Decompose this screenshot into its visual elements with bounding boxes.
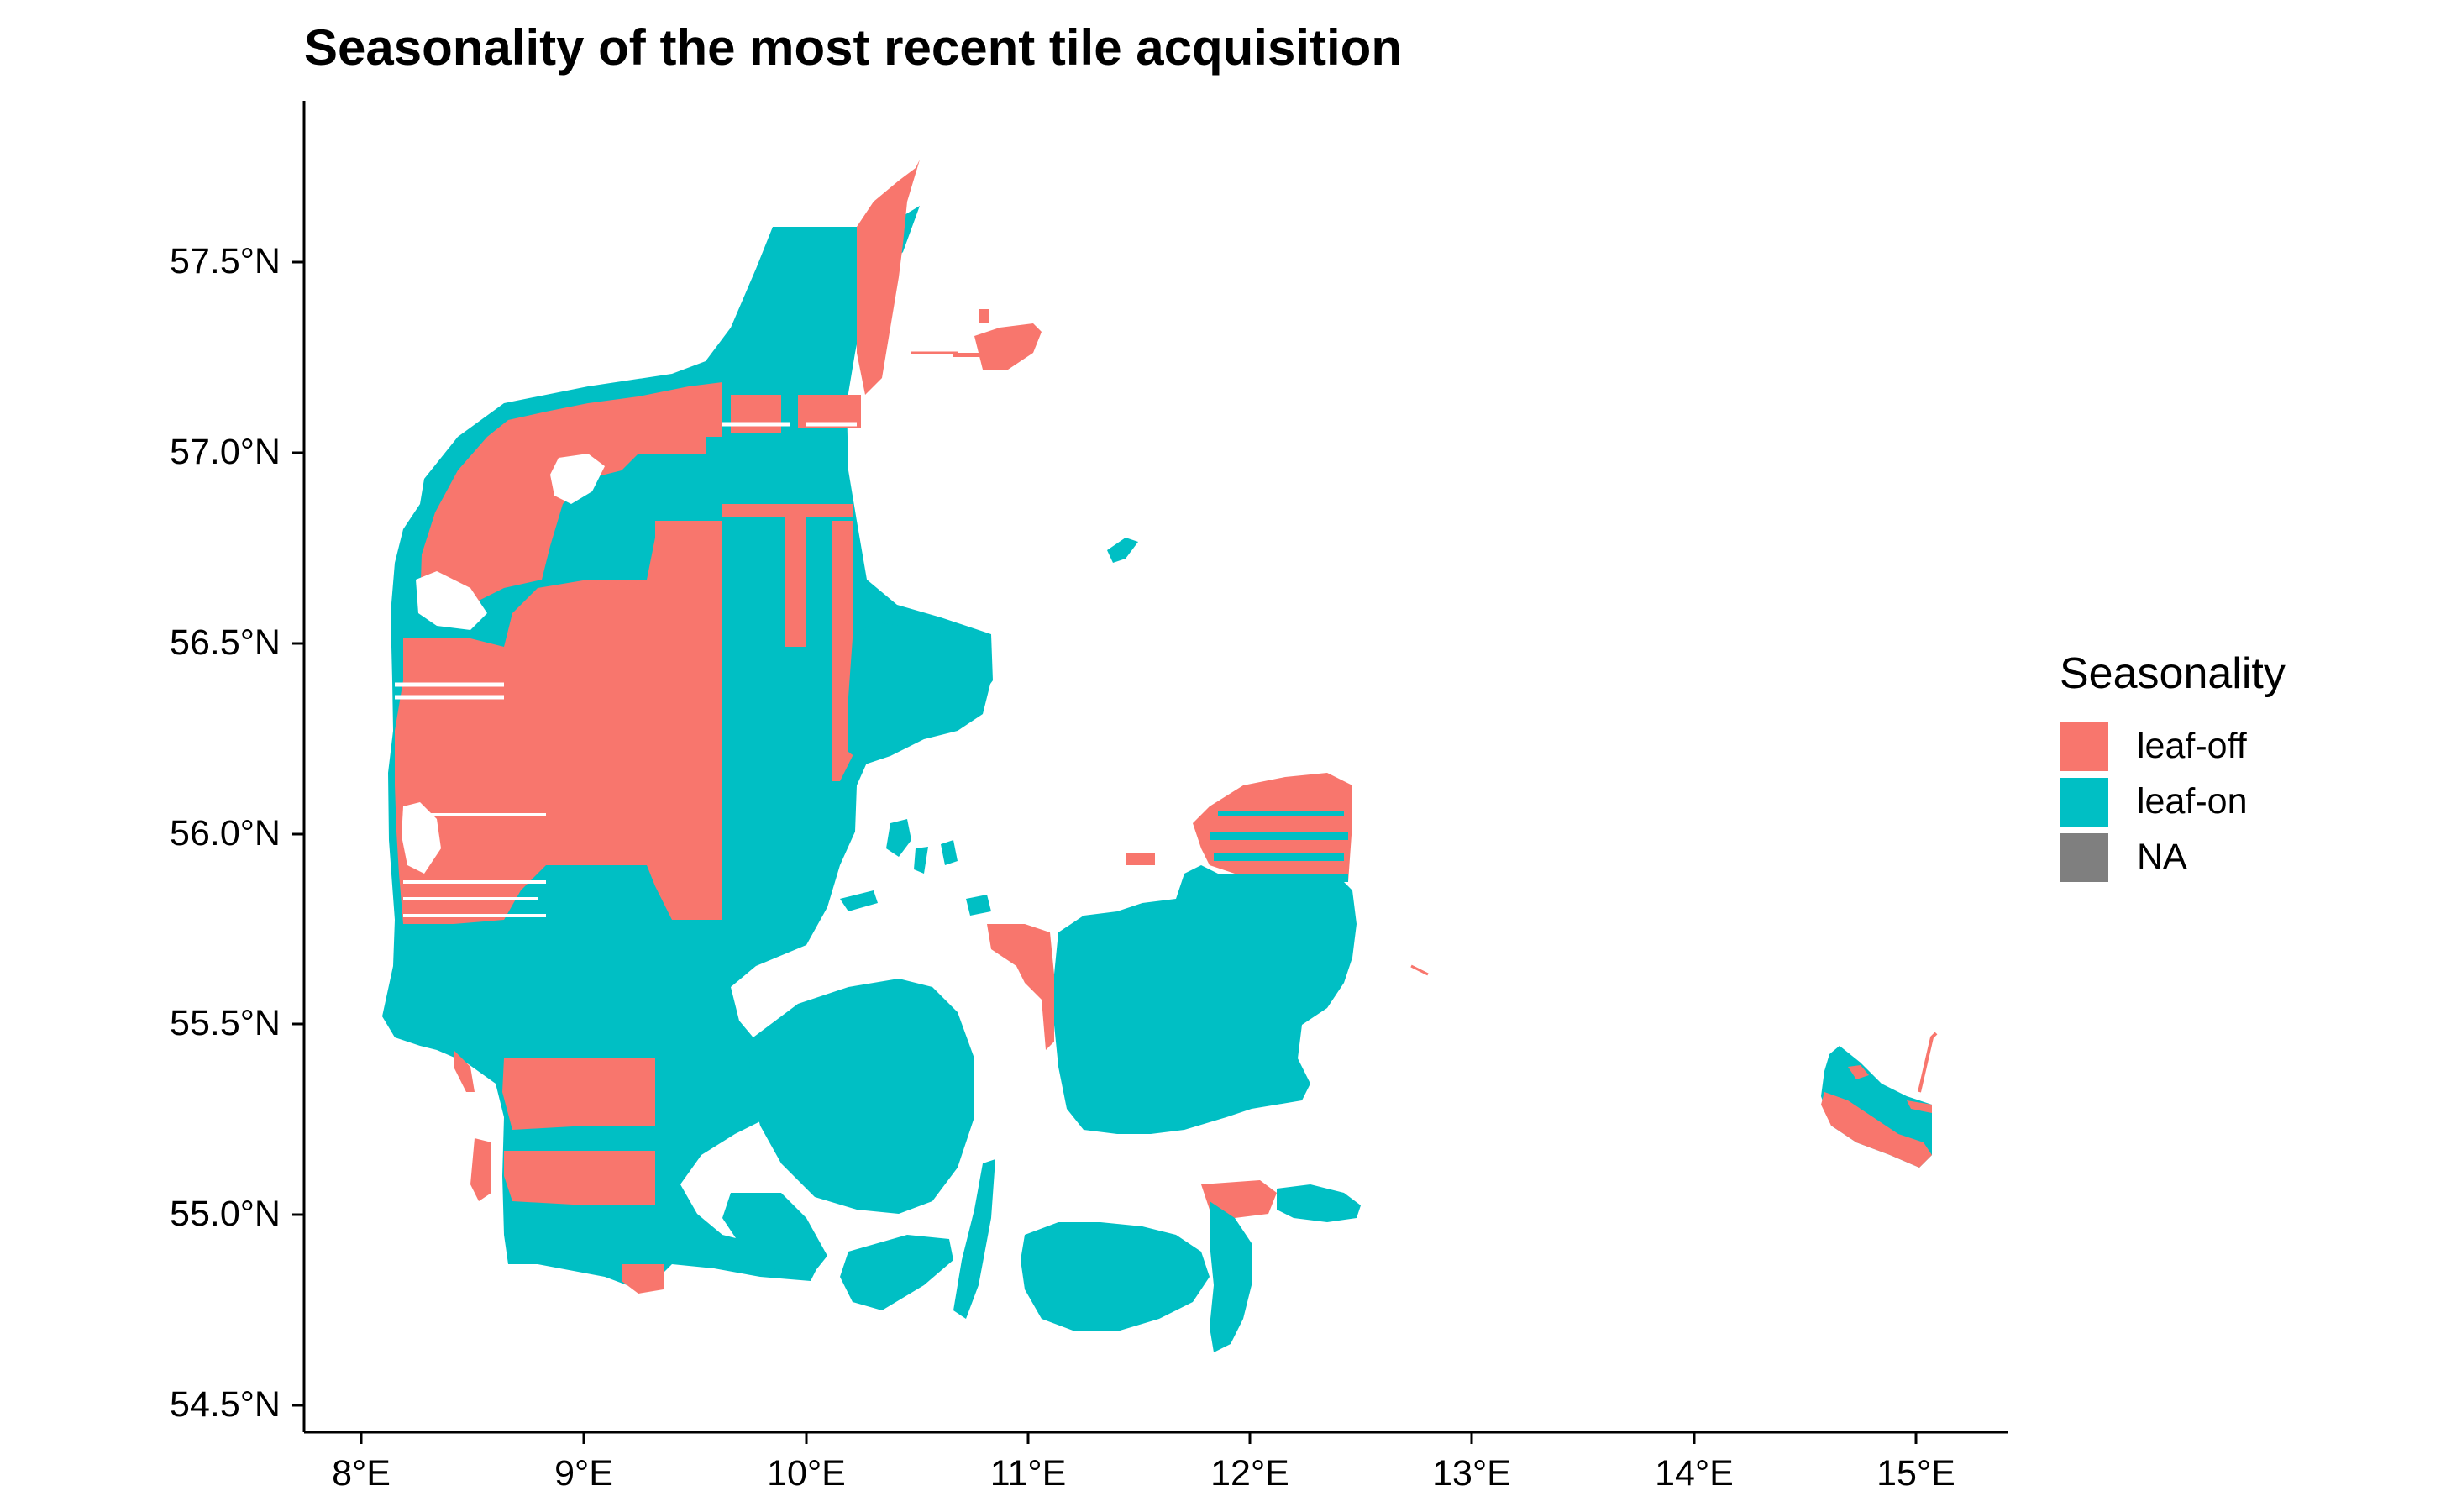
skagen-leaf-off [857,160,920,395]
lake-lemvig [550,454,605,504]
small-islands-leaf-on [840,840,991,916]
y-tick-label: 55.0°N [170,1194,281,1234]
als-leaf-on [722,1193,827,1277]
southwest-leaf-off [502,1058,664,1294]
sejero-leaf-off [987,924,1054,1050]
y-tick-label: 56.5°N [170,622,281,663]
y-tick-label: 57.5°N [170,241,281,281]
limfjord-white-lines [395,422,857,700]
legend-swatch-na [2060,833,2108,882]
legend-label: leaf-off [2137,726,2247,766]
jutland-region [382,206,993,1294]
y-tick-label: 56.0°N [170,813,281,853]
anholt-leaf-on [1107,538,1138,563]
zealand-leaf-on [1054,865,1357,1134]
mon-leaf-on [1277,1184,1361,1222]
central-strip-leaf-off [655,504,853,781]
lolland-leaf-on [1021,1222,1210,1331]
lake-ringkobing [402,802,441,874]
laeso-leaf-off [953,309,991,357]
legend-item-leaf-on: leaf-on [2060,769,2286,827]
legend-label: leaf-on [2137,781,2248,822]
djursland-leaf-on [848,622,991,764]
legend-swatch-leaf-on [2060,778,2108,827]
ertholmene-leaf-off [1918,1032,1938,1093]
central-west-leaf-off [395,538,722,924]
y-tick-marks [292,260,304,1407]
lake-nissum [416,571,487,630]
falster-leaf-on [1210,1201,1252,1352]
x-tick-marks [360,1432,1918,1444]
legend-label: NA [2137,837,2187,877]
map-title: Seasonality of the most recent tile acqu… [304,19,1402,76]
x-tick-label: 8°E [332,1453,391,1494]
x-tick-label: 12°E [1210,1453,1289,1494]
x-tick-label: 10°E [767,1453,846,1494]
odsherred-leaf-off [1126,853,1155,865]
north-zealand-leaf-on-strips [1210,811,1348,882]
y-tick-label: 54.5°N [170,1384,281,1425]
legend-swatch-leaf-off [2060,722,2108,771]
legend: Seasonality leaf-off leaf-on NA [2060,648,2286,882]
x-tick-label: 15°E [1876,1453,1955,1494]
x-tick-label: 13°E [1432,1453,1511,1494]
langeland-leaf-on [953,1159,995,1319]
bornholm-leaf-off [1821,1065,1932,1168]
x-tick-label: 14°E [1655,1453,1734,1494]
samso-leaf-on [886,819,928,874]
hvide-sande-lines [403,813,546,917]
wadden-leaf-off [454,1050,491,1201]
y-tick-label: 55.5°N [170,1003,281,1043]
legend-item-leaf-off: leaf-off [2060,714,2286,771]
y-tick-label: 57.0°N [170,432,281,472]
north-zealand-leaf-off [1193,773,1352,882]
legend-title: Seasonality [2060,649,2286,698]
x-tick-label: 9°E [554,1453,613,1494]
oresund-line-leaf-off [1410,964,1429,976]
aero-leaf-on [840,1235,953,1310]
funen-leaf-on [748,979,974,1214]
x-tick-label: 11°E [989,1453,1067,1494]
hesselo-leaf-off [974,323,1042,370]
legend-item-na: NA [2060,825,2286,882]
